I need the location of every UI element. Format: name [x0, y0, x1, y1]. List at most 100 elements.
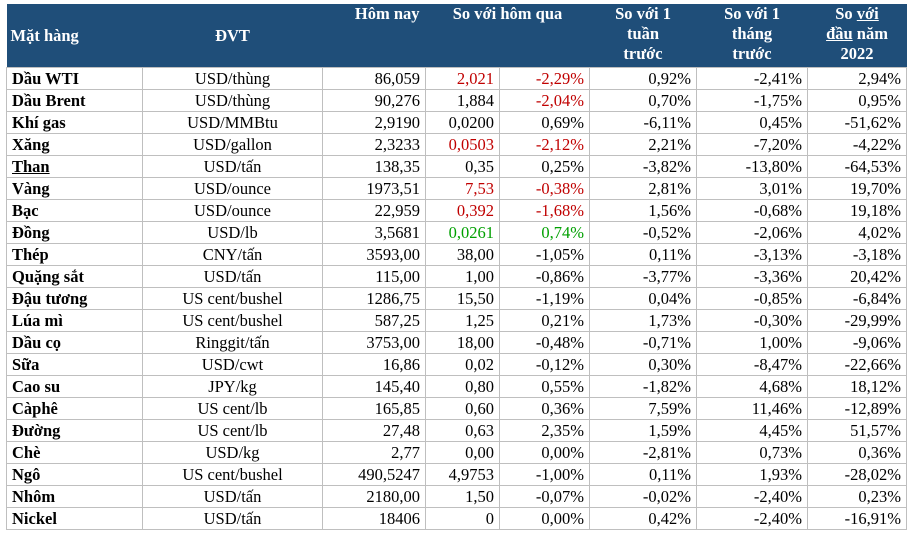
vs-month-cell: -2,40% [696, 507, 809, 530]
vs-week-cell: 1,56% [589, 199, 698, 222]
change-pct-cell: -1,00% [498, 463, 591, 486]
today-price-cell: 2180,00 [322, 485, 426, 508]
change-pct-cell: -2,29% [498, 67, 591, 90]
change-cell: 4,9753 [425, 463, 500, 486]
commodity-name: Than [6, 155, 143, 178]
change-pct-cell: 0,55% [498, 375, 591, 398]
header-today: Hôm nay [322, 4, 426, 68]
vs-month-cell: 1,93% [696, 463, 809, 486]
vs-month-cell: -3,13% [696, 243, 809, 266]
commodity-name: Đậu tương [6, 287, 143, 310]
change-cell: 0,80 [425, 375, 500, 398]
vs-ytd-cell: -6,84% [807, 287, 908, 310]
change-pct-cell: 0,74% [498, 221, 591, 244]
change-cell: 1,00 [425, 265, 500, 288]
vs-week-cell: -3,77% [589, 265, 698, 288]
change-cell: 38,00 [425, 243, 500, 266]
today-price-cell: 115,00 [322, 265, 426, 288]
vs-week-cell: -0,52% [589, 221, 698, 244]
today-price-cell: 490,5247 [322, 463, 426, 486]
change-cell: 0,35 [425, 155, 500, 178]
unit-cell: USD/ounce [142, 177, 323, 200]
change-cell: 18,00 [425, 331, 500, 354]
vs-ytd-cell: -28,02% [807, 463, 908, 486]
table-row: Ngô US cent/bushel 490,5247 4,9753 -1,00% 0,1… [6, 463, 908, 486]
vs-month-cell: -13,80% [696, 155, 809, 178]
vs-month-cell: -7,20% [696, 133, 809, 156]
table-row: Dầu cọ Ringgit/tấn 3753,00 18,00 -0,48% -0,71… [6, 331, 908, 354]
change-cell: 15,50 [425, 287, 500, 310]
header-ytd-dau: đầu [826, 24, 853, 43]
change-pct-cell: 0,69% [498, 111, 591, 134]
vs-week-cell: -6,11% [589, 111, 698, 134]
vs-week-cell: 1,59% [589, 419, 698, 442]
commodity-name: Ngô [6, 463, 143, 486]
vs-month-cell: -2,41% [696, 67, 809, 90]
unit-cell: USD/thùng [142, 67, 323, 90]
table-row: Than USD/tấn 138,35 0,35 0,25% -3,82% -13,80% -… [6, 155, 908, 178]
vs-ytd-cell: -16,91% [807, 507, 908, 530]
today-price-cell: 3753,00 [322, 331, 426, 354]
today-price-cell: 3,5681 [322, 221, 426, 244]
change-pct-cell: -2,04% [498, 89, 591, 112]
change-cell: 0,02 [425, 353, 500, 376]
unit-cell: JPY/kg [142, 375, 323, 398]
commodity-price-table: Mặt hàng ĐVT Hôm nay So với hôm qua So v… [6, 4, 908, 530]
commodity-name: Lúa mì [6, 309, 143, 332]
vs-week-cell: 2,21% [589, 133, 698, 156]
vs-ytd-cell: 0,95% [807, 89, 908, 112]
table-row: Dầu Brent USD/thùng 90,276 1,884 -2,04% 0,70%… [6, 89, 908, 112]
unit-cell: USD/ounce [142, 199, 323, 222]
unit-cell: USD/cwt [142, 353, 323, 376]
change-pct-cell: -0,12% [498, 353, 591, 376]
header-ytd-voi: với [856, 4, 879, 23]
change-cell: 0,60 [425, 397, 500, 420]
table-row: Thép CNY/tấn 3593,00 38,00 -1,05% 0,11% -3,13%… [6, 243, 908, 266]
commodity-name: Dầu Brent [6, 89, 143, 112]
header-vs-week-line2: tuần [626, 24, 660, 43]
today-price-cell: 18406 [322, 507, 426, 530]
vs-week-cell: 0,30% [589, 353, 698, 376]
change-pct-cell: 0,36% [498, 397, 591, 420]
commodity-name: Quặng sắt [6, 265, 143, 288]
today-price-cell: 16,86 [322, 353, 426, 376]
vs-week-cell: 0,04% [589, 287, 698, 310]
vs-week-cell: 0,11% [589, 463, 698, 486]
unit-cell: USD/tấn [142, 485, 323, 508]
commodity-name: Chè [6, 441, 143, 464]
table-body: Dầu WTI USD/thùng 86,059 2,021 -2,29% 0,92% -2… [6, 67, 908, 530]
vs-ytd-cell: 18,12% [807, 375, 908, 398]
commodity-name: Vàng [6, 177, 143, 200]
vs-ytd-cell: 4,02% [807, 221, 908, 244]
table-row: Sữa USD/cwt 16,86 0,02 -0,12% 0,30% -8,47% -22,… [6, 353, 908, 376]
header-vs-week-line1: So với 1 [615, 4, 671, 23]
commodity-name: Sữa [6, 353, 143, 376]
vs-month-cell: -3,36% [696, 265, 809, 288]
change-cell: 1,884 [425, 89, 500, 112]
commodity-name: Bạc [6, 199, 143, 222]
vs-month-cell: 3,01% [696, 177, 809, 200]
header-vs-ytd-line1: So với [812, 4, 903, 24]
change-pct-cell: 0,25% [498, 155, 591, 178]
table-row: Lúa mì US cent/bushel 587,25 1,25 0,21% 1,73%… [6, 309, 908, 332]
change-pct-cell: 0,00% [498, 441, 591, 464]
vs-ytd-cell: -22,66% [807, 353, 908, 376]
change-cell: 2,021 [425, 67, 500, 90]
header-vs-week-line3: trước [623, 44, 663, 63]
change-cell: 1,50 [425, 485, 500, 508]
table-row: Quặng sắt USD/tấn 115,00 1,00 -0,86% -3,77% -3… [6, 265, 908, 288]
header-vs-ytd: So với đầu năm 2022 [807, 4, 907, 68]
table-row: Nhôm USD/tấn 2180,00 1,50 -0,07% -0,02% -2,40%… [6, 485, 908, 508]
vs-week-cell: -0,02% [589, 485, 698, 508]
header-vs-month-line3: trước [732, 44, 772, 63]
commodity-name: Càphê [6, 397, 143, 420]
today-price-cell: 2,3233 [322, 133, 426, 156]
table-row: Chè USD/kg 2,77 0,00 0,00% -2,81% 0,73% 0,36% [6, 441, 908, 464]
header-item: Mặt hàng [6, 4, 143, 68]
header-vs-ytd-line2: đầu năm [812, 24, 903, 44]
unit-cell: US cent/bushel [142, 287, 323, 310]
header-vs-week: So với 1 tuần trước [589, 4, 697, 68]
today-price-cell: 2,77 [322, 441, 426, 464]
vs-week-cell: 2,81% [589, 177, 698, 200]
today-price-cell: 587,25 [322, 309, 426, 332]
